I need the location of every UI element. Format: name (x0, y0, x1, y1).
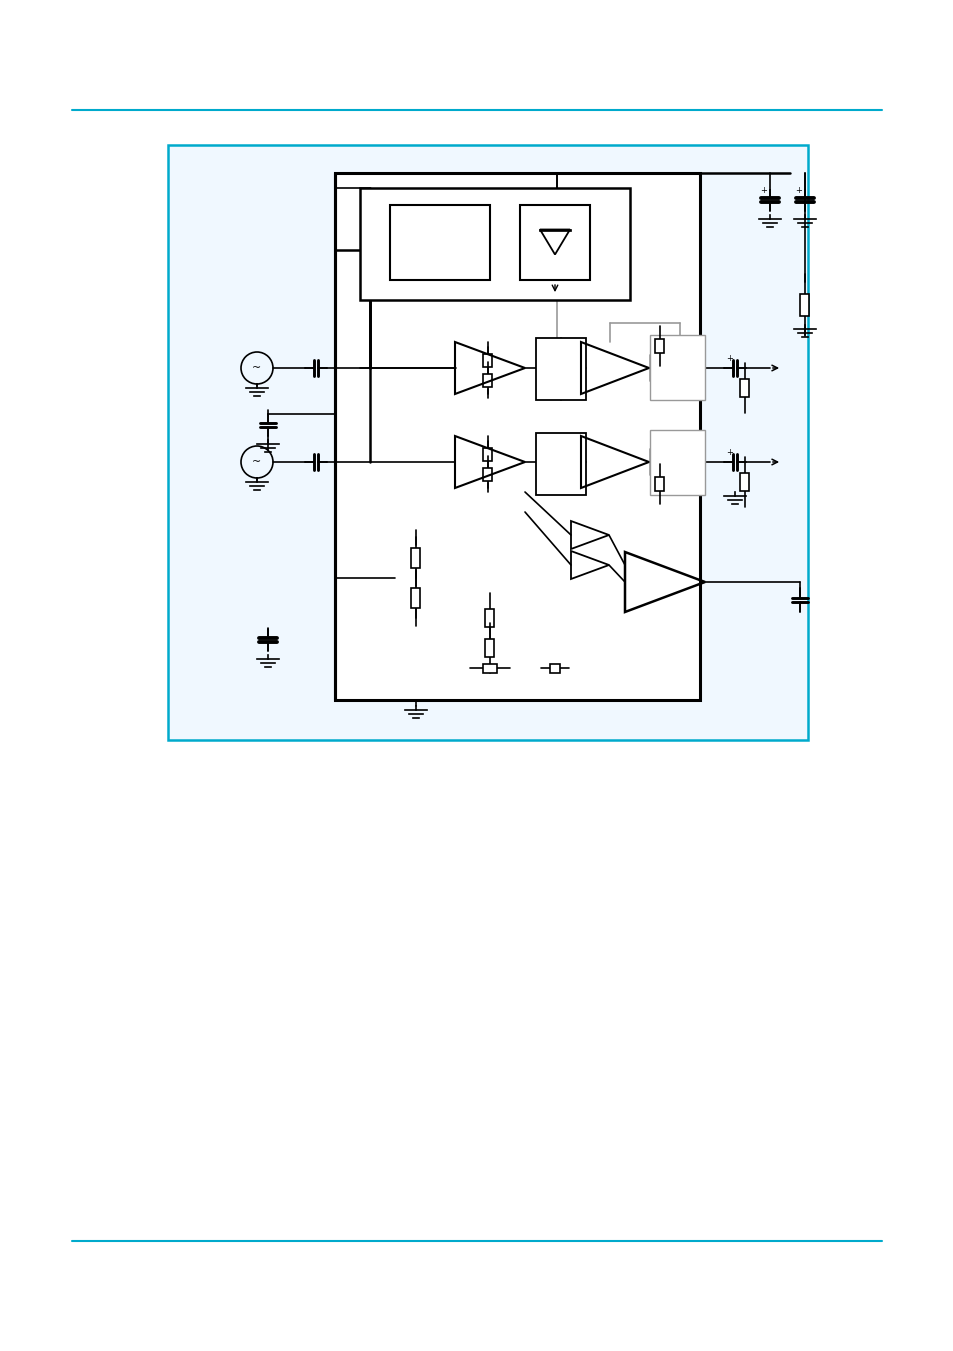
Bar (483, 447, 492, 461)
Bar (519, 205, 589, 280)
Bar (800, 295, 809, 316)
Bar (411, 588, 420, 608)
Text: +: + (726, 354, 733, 363)
Bar (390, 205, 490, 280)
Bar (655, 477, 664, 490)
Bar (649, 430, 704, 494)
Bar (168, 145, 807, 740)
Bar (485, 609, 494, 627)
Bar (550, 663, 559, 673)
Text: +: + (795, 186, 801, 195)
Bar (649, 335, 704, 400)
Bar (536, 338, 585, 400)
Bar (359, 188, 629, 300)
Text: +: + (760, 186, 766, 195)
Text: ~: ~ (253, 363, 261, 373)
Text: +: + (726, 449, 733, 457)
Bar (536, 434, 585, 494)
Bar (483, 467, 492, 481)
Bar (482, 663, 497, 673)
Bar (655, 339, 664, 353)
Text: ~: ~ (253, 457, 261, 467)
Bar (485, 639, 494, 657)
Bar (483, 373, 492, 386)
Bar (335, 173, 700, 700)
Bar (411, 549, 420, 567)
Bar (483, 354, 492, 366)
Bar (740, 473, 749, 490)
Bar (740, 380, 749, 397)
